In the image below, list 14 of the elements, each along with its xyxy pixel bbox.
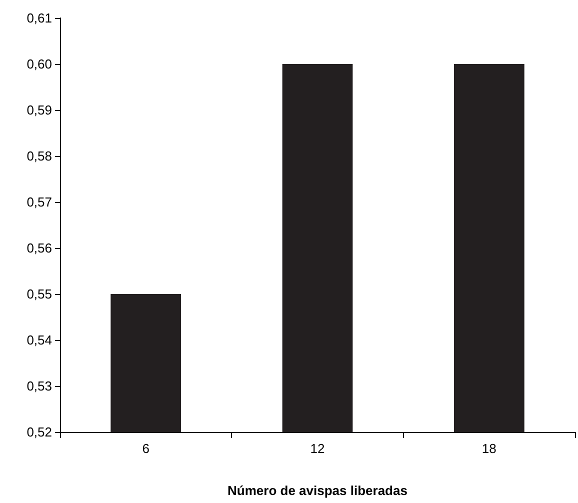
y-tick-label: 0,56: [26, 240, 52, 256]
y-tick-label: 0,54: [26, 332, 52, 348]
x-axis-title: Número de avispas liberadas: [228, 483, 408, 498]
y-tick-label: 0,61: [26, 10, 52, 26]
y-tick-label: 0,57: [26, 194, 52, 210]
y-tick-label: 0,60: [26, 56, 52, 72]
y-tick-label: 0,53: [26, 378, 52, 394]
y-tick-label: 0,55: [26, 286, 52, 302]
x-tick-label: 12: [310, 441, 325, 456]
x-tick-label: 18: [482, 441, 496, 456]
y-tick-label: 0,59: [26, 102, 52, 118]
x-tick-label: 6: [142, 441, 150, 456]
y-tick-label: 0,58: [26, 148, 52, 164]
y-tick-label: 0,52: [26, 424, 52, 440]
